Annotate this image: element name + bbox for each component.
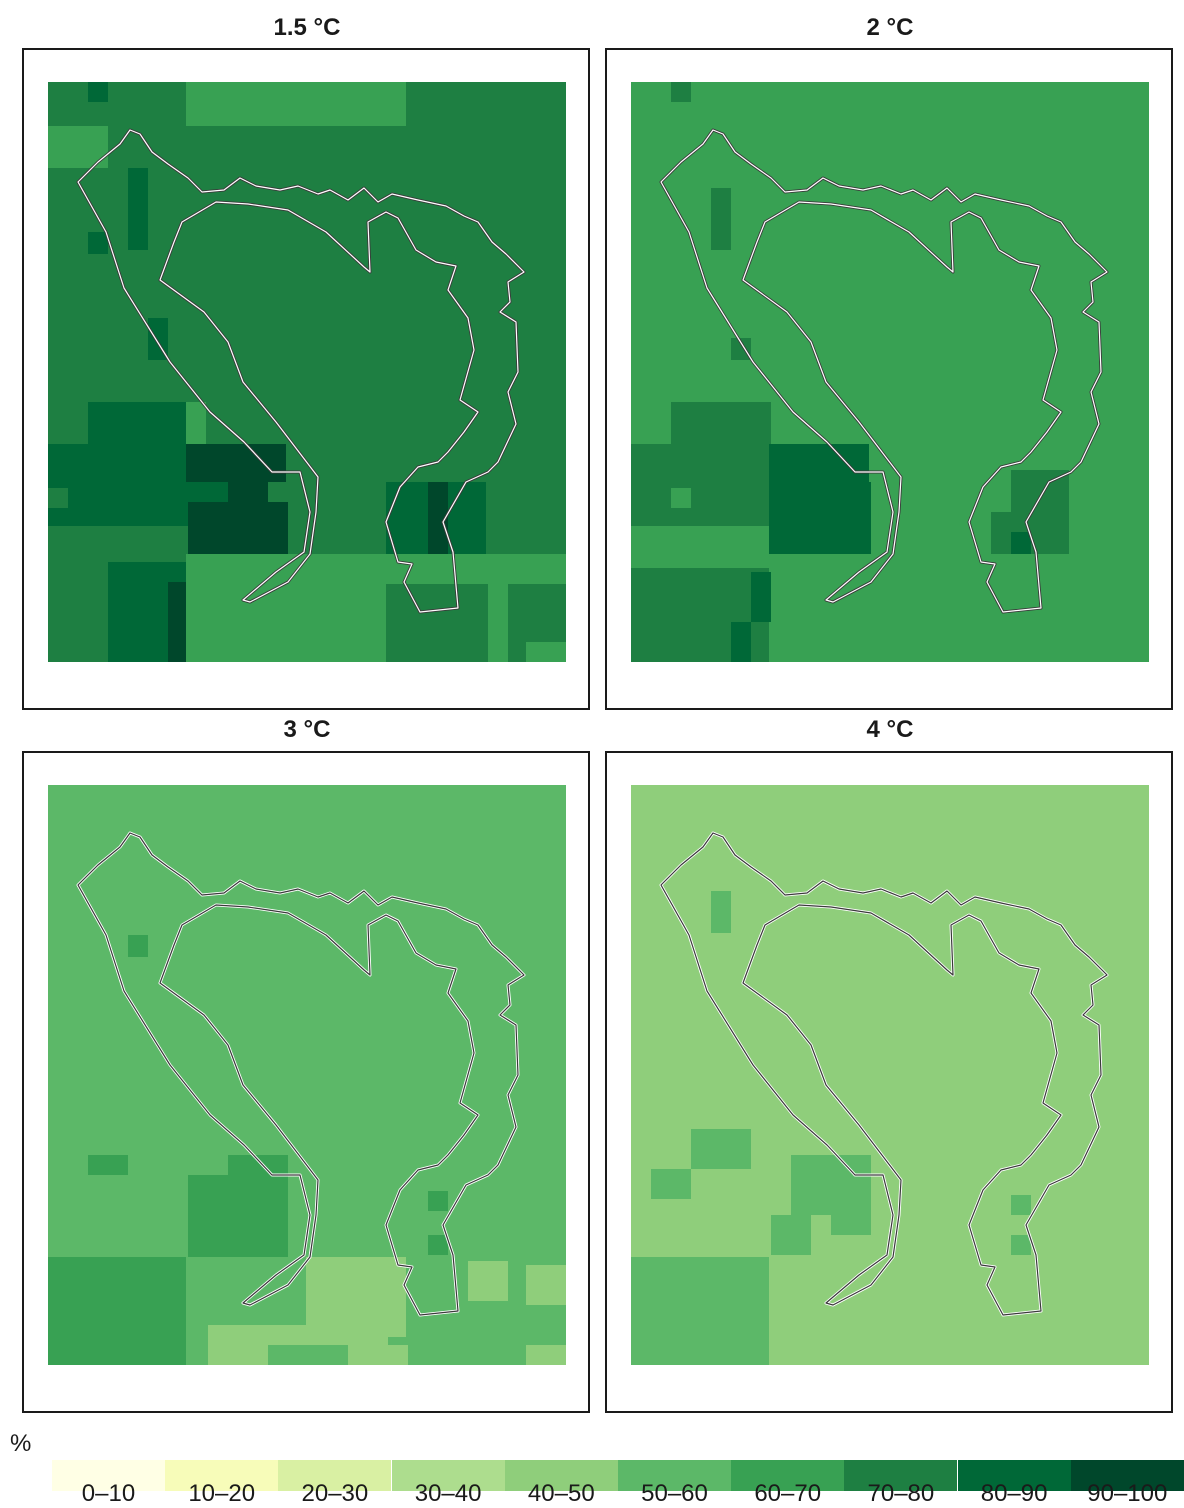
legend-label: 60–70 — [754, 1480, 822, 1507]
grid-cell — [771, 1215, 811, 1255]
region-outline — [77, 832, 525, 1316]
map-panel-2c — [605, 48, 1173, 710]
legend-label: 80–90 — [980, 1480, 1048, 1507]
legend-swatch — [52, 1460, 165, 1491]
legend-label: 50–60 — [641, 1480, 708, 1507]
grid-cell — [186, 82, 406, 126]
legend-label: 40–50 — [527, 1480, 595, 1507]
grid-cell — [168, 582, 188, 662]
legend-swatch — [1070, 1460, 1184, 1491]
region-outline — [660, 129, 1108, 613]
grid-cell — [731, 338, 751, 360]
region-outline — [660, 832, 1108, 1316]
legend-swatch — [731, 1460, 845, 1491]
map-panel-4c — [605, 751, 1173, 1413]
grid-cell — [48, 1257, 186, 1365]
grid-cell — [651, 1169, 691, 1199]
grid-cell — [1011, 1235, 1031, 1255]
grid-cell — [186, 402, 206, 444]
map-grid-1-5c — [48, 82, 566, 662]
grid-cell — [428, 482, 448, 554]
map-grid-2c — [631, 82, 1149, 662]
grid-cell — [286, 612, 386, 662]
legend-swatch — [278, 1460, 392, 1491]
grid-background — [631, 82, 1149, 662]
grid-cell — [631, 488, 771, 526]
legend-label: 20–30 — [301, 1480, 369, 1507]
grid-cell — [1011, 1195, 1031, 1215]
panel-title-1: 1.5 °C — [273, 14, 341, 41]
map-grid-4c — [631, 785, 1149, 1365]
grid-cell — [448, 554, 566, 584]
legend-swatch — [165, 1460, 279, 1491]
panel-title-3: 3 °C — [283, 716, 331, 743]
grid-cell — [348, 1345, 408, 1365]
grid-cell — [751, 572, 771, 622]
grid-cell — [991, 512, 1011, 554]
grid-cell — [791, 482, 871, 554]
grid-cell — [88, 232, 108, 254]
grid-cell — [268, 1325, 388, 1345]
grid-cell — [526, 1265, 566, 1305]
legend-unit: % — [10, 1430, 32, 1457]
legend-swatch — [391, 1460, 505, 1491]
legend-swatch — [957, 1460, 1071, 1491]
grid-cell — [1011, 532, 1031, 554]
grid-cell — [128, 935, 148, 957]
map-panel-1-5c — [22, 48, 590, 710]
grid-cell — [428, 1191, 448, 1211]
legend-label: 70–80 — [867, 1480, 935, 1507]
legend-label: 30–40 — [414, 1480, 482, 1507]
map-panel-3c — [22, 751, 590, 1413]
grid-cell — [208, 1325, 268, 1365]
grid-cell — [306, 1257, 406, 1337]
panel-title-4: 4 °C — [866, 716, 914, 743]
grid-cell — [128, 168, 148, 250]
grid-cell — [731, 1149, 751, 1169]
grid-cell — [731, 622, 751, 662]
grid-cell — [468, 1261, 508, 1301]
legend-swatch — [844, 1460, 958, 1491]
grid-cell — [488, 582, 508, 662]
grid-cell — [48, 82, 186, 126]
grid-cell — [711, 188, 731, 250]
grid-cell — [671, 82, 691, 102]
grid-cell — [671, 402, 771, 444]
grid-cell — [831, 1175, 871, 1235]
grid-cell — [631, 1257, 769, 1365]
grid-cell — [526, 642, 566, 662]
grid-cell — [428, 1235, 448, 1255]
legend-label: 10–20 — [188, 1480, 256, 1507]
grid-cell — [48, 488, 68, 508]
legend-swatch — [618, 1460, 731, 1491]
grid-cell — [88, 82, 108, 102]
legend-label: 0–10 — [81, 1480, 136, 1507]
grid-cell — [711, 891, 731, 933]
legend-label: 90–100 — [1087, 1480, 1168, 1507]
region-outline — [77, 129, 525, 613]
map-grid-3c — [48, 785, 566, 1365]
grid-cell — [88, 1155, 128, 1175]
grid-cell — [228, 444, 268, 504]
grid-cell — [206, 382, 226, 402]
grid-cell — [671, 488, 691, 508]
grid-cell — [88, 402, 188, 444]
panel-title-2: 2 °C — [866, 14, 914, 41]
legend-swatch — [504, 1460, 618, 1491]
grid-cell — [188, 502, 288, 554]
grid-cell — [526, 1345, 566, 1365]
